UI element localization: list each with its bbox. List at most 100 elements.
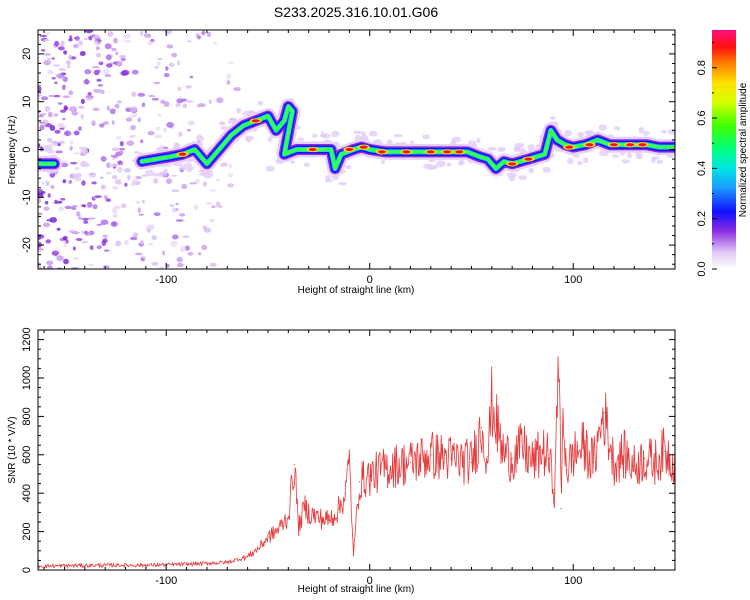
hotspot (178, 152, 187, 156)
halo-speckle (446, 162, 452, 167)
snr-point (257, 548, 259, 550)
spec-xtick-label: 0 (367, 274, 373, 286)
snr-point (293, 463, 295, 465)
snr-point (613, 461, 615, 464)
noise-speckle (100, 219, 109, 225)
noise-speckle (71, 204, 78, 208)
noise-speckle (111, 120, 115, 125)
snr-point (247, 556, 249, 558)
spec-ytick-label: -20 (21, 237, 33, 253)
noise-speckle (96, 223, 103, 226)
halo-speckle (577, 160, 583, 166)
noise-speckle (162, 250, 166, 256)
noise-speckle (58, 46, 65, 51)
noise-speckle (112, 157, 116, 161)
halo-speckle (30, 160, 37, 166)
snr-point (450, 458, 452, 460)
noise-speckle (54, 248, 60, 251)
noise-speckle (38, 84, 41, 90)
spec-ytick-label: -10 (21, 189, 33, 205)
noise-speckle (73, 152, 81, 155)
noise-speckle (227, 61, 234, 65)
noise-speckle (132, 232, 139, 238)
noise-speckle (219, 121, 226, 126)
spec-xtick-label: -100 (155, 274, 177, 286)
noise-speckle (179, 213, 186, 217)
noise-speckle (39, 124, 45, 131)
halo-speckle (621, 159, 630, 164)
noise-speckle (39, 113, 47, 116)
snr-point (643, 458, 646, 460)
noise-speckle (187, 40, 192, 43)
noise-speckle (78, 40, 83, 46)
snr-point (348, 461, 350, 464)
noise-speckle (140, 257, 145, 262)
noise-speckle (116, 100, 122, 104)
noise-speckle (80, 204, 86, 207)
noise-speckle (124, 182, 128, 187)
snr-xtick-label: 100 (564, 575, 582, 587)
snr-xtick-label: -100 (155, 575, 177, 587)
noise-speckle (59, 127, 65, 130)
colorbar-tick-label: 0.8 (696, 60, 708, 75)
noise-speckle (170, 240, 178, 247)
noise-speckle (60, 40, 65, 47)
colorbar-tick-label: 0.6 (696, 110, 708, 125)
noise-speckle (171, 207, 176, 213)
snr-point (304, 506, 306, 508)
snr-point (430, 454, 432, 456)
noise-speckle (58, 140, 66, 144)
noise-speckle (57, 102, 63, 105)
snr-point (226, 561, 228, 563)
snr-point (338, 508, 340, 510)
snr-ytick-label: 1000 (21, 366, 33, 390)
noise-speckle (228, 173, 233, 178)
spec-ytick-label: 10 (21, 96, 33, 108)
noise-speckle (166, 44, 174, 49)
halo-speckle (508, 175, 516, 182)
snr-point (297, 527, 300, 529)
halo-speckle (289, 160, 296, 164)
noise-speckle (171, 52, 178, 58)
noise-speckle (69, 140, 74, 145)
noise-speckle (111, 221, 117, 226)
noise-speckle (155, 126, 160, 131)
noise-speckle (110, 154, 116, 158)
colorbar-label: Normalized spectral amplitude (738, 82, 749, 217)
noise-speckle (94, 195, 102, 199)
noise-speckle (54, 129, 61, 134)
noise-speckle (78, 105, 85, 110)
noise-speckle (126, 140, 135, 146)
noise-speckle (112, 186, 119, 190)
noise-speckle (104, 73, 112, 78)
noise-speckle (47, 193, 51, 198)
noise-speckle (79, 51, 86, 56)
noise-speckle (95, 46, 100, 51)
halo-speckle (31, 172, 38, 178)
snr-point (63, 565, 66, 567)
noise-speckle (111, 207, 118, 214)
noise-speckle (226, 73, 231, 80)
hotspot (626, 143, 635, 147)
noise-speckle (175, 219, 184, 222)
noise-speckle (71, 111, 79, 116)
noise-speckle (69, 145, 73, 151)
noise-speckle (196, 104, 201, 108)
snr-ytick-label: 200 (21, 522, 33, 540)
snr-point (623, 454, 625, 456)
noise-speckle (84, 37, 88, 41)
noise-speckle (85, 30, 93, 34)
noise-speckle (189, 182, 197, 185)
noise-speckle (68, 54, 72, 60)
noise-speckle (137, 92, 146, 97)
noise-speckle (60, 109, 67, 113)
snr-point (566, 469, 568, 471)
noise-speckle (113, 37, 118, 44)
noise-speckle (120, 70, 128, 76)
noise-speckle (156, 61, 161, 66)
halo-speckle (186, 166, 193, 173)
noise-speckle (56, 255, 64, 262)
halo-speckle (116, 166, 123, 173)
snr-point (186, 563, 188, 565)
